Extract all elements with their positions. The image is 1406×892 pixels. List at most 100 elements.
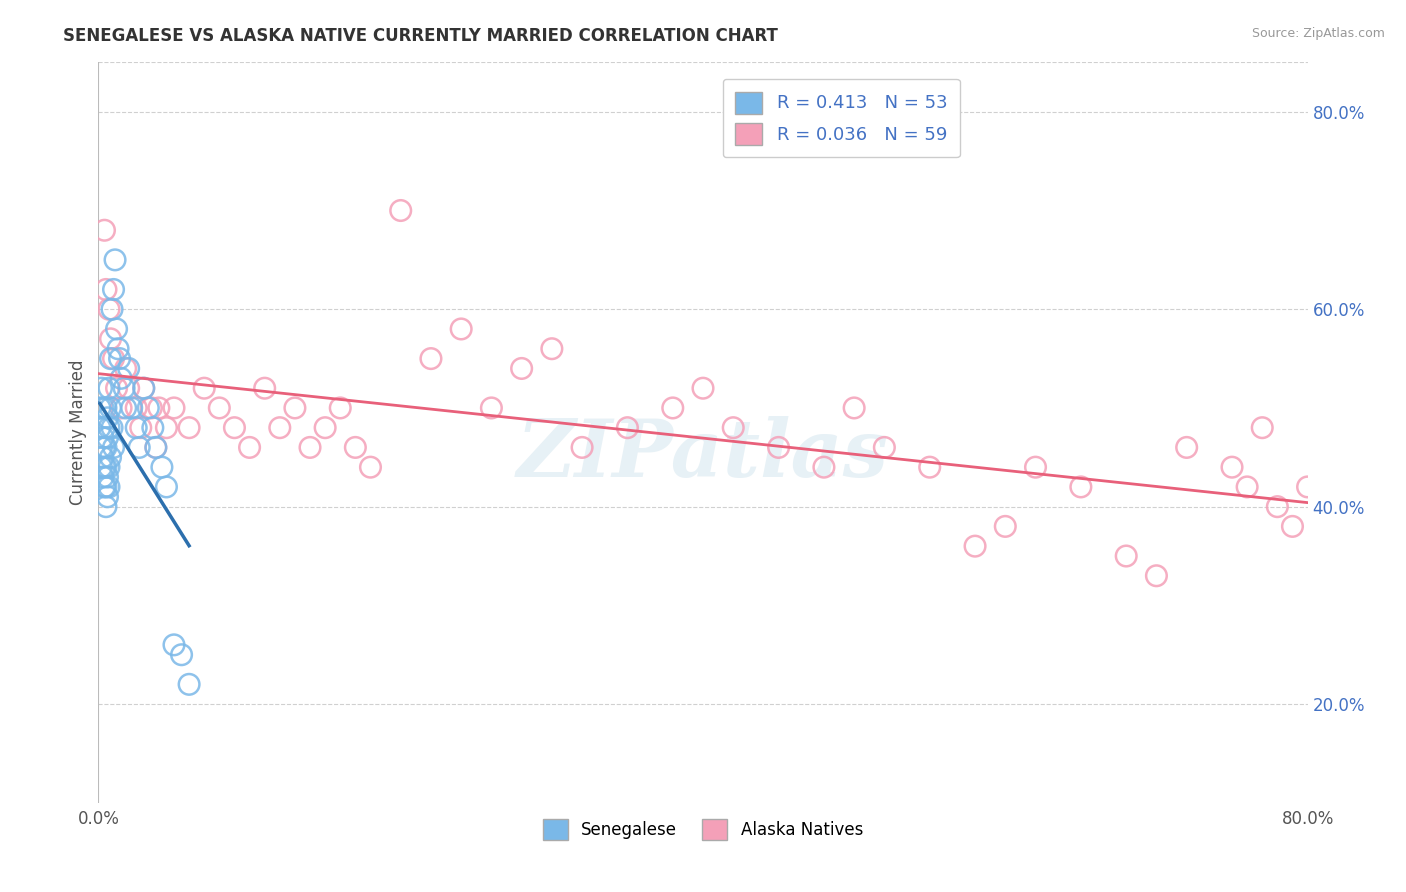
Point (125, 401, 148, 415)
Point (91, 470, 114, 484)
Point (103, 283, 125, 297)
Point (994, 519, 1017, 533)
Point (93, 480, 115, 494)
Point (90, 381, 112, 395)
Point (1070, 480, 1092, 494)
Point (100, 332, 122, 346)
Point (136, 401, 159, 415)
Text: ZIPatlas: ZIPatlas (517, 416, 889, 493)
Point (91, 431, 114, 445)
Point (148, 401, 170, 415)
Point (813, 460, 835, 475)
Point (299, 441, 322, 455)
Point (94, 283, 117, 297)
Point (114, 361, 136, 376)
Point (420, 351, 443, 366)
Point (481, 401, 503, 415)
Point (1024, 460, 1046, 475)
Point (163, 401, 186, 415)
Point (155, 420, 177, 434)
Point (692, 381, 714, 395)
Point (93, 223, 115, 237)
Point (155, 480, 177, 494)
Point (129, 420, 152, 434)
Point (661, 401, 683, 415)
Point (571, 441, 593, 455)
Point (132, 381, 155, 395)
Point (91, 450, 114, 465)
Point (269, 420, 291, 434)
Point (90, 460, 112, 475)
Point (94, 460, 117, 475)
Point (96, 431, 118, 445)
Point (94, 500, 117, 514)
Point (100, 450, 122, 465)
Point (90, 441, 112, 455)
Point (193, 381, 215, 395)
Point (150, 460, 173, 475)
Point (965, 539, 987, 553)
Point (1267, 500, 1289, 514)
Point (723, 420, 745, 434)
Point (510, 361, 533, 376)
Point (110, 401, 132, 415)
Point (844, 401, 866, 415)
Point (89, 420, 111, 434)
Point (314, 420, 336, 434)
Point (450, 322, 472, 336)
Point (1115, 549, 1137, 563)
Point (360, 460, 382, 475)
Point (98, 460, 121, 475)
Point (108, 351, 131, 366)
Point (141, 401, 163, 415)
Point (94, 441, 117, 455)
Point (329, 401, 352, 415)
Point (94, 480, 117, 494)
Text: Source: ZipAtlas.com: Source: ZipAtlas.com (1251, 27, 1385, 40)
Point (1144, 568, 1167, 582)
Point (145, 441, 167, 455)
Point (105, 322, 128, 336)
Point (112, 381, 135, 395)
Point (873, 441, 896, 455)
Point (616, 420, 638, 434)
Point (118, 361, 141, 376)
Point (179, 677, 201, 691)
Point (94, 401, 117, 415)
Point (110, 371, 132, 385)
Point (145, 441, 167, 455)
Text: SENEGALESE VS ALASKA NATIVE CURRENTLY MARRIED CORRELATION CHART: SENEGALESE VS ALASKA NATIVE CURRENTLY MA… (63, 27, 778, 45)
Point (142, 420, 165, 434)
Legend: Senegalese, Alaska Natives: Senegalese, Alaska Natives (536, 813, 870, 847)
Point (93, 441, 115, 455)
Point (98, 381, 121, 395)
Point (125, 420, 148, 434)
Point (1220, 460, 1243, 475)
Point (91, 401, 114, 415)
Point (768, 441, 790, 455)
Y-axis label: Currently Married: Currently Married (69, 359, 87, 506)
Point (284, 401, 307, 415)
Point (96, 470, 118, 484)
Point (103, 441, 125, 455)
Point (93, 420, 115, 434)
Point (1251, 420, 1274, 434)
Point (1296, 480, 1319, 494)
Point (96, 490, 118, 504)
Point (163, 638, 186, 652)
Point (344, 441, 367, 455)
Point (105, 381, 128, 395)
Point (101, 302, 124, 317)
Point (118, 381, 141, 395)
Point (389, 203, 412, 218)
Point (114, 401, 136, 415)
Point (98, 480, 121, 494)
Point (208, 401, 231, 415)
Point (93, 460, 115, 475)
Point (104, 252, 127, 267)
Point (132, 381, 155, 395)
Point (1175, 441, 1198, 455)
Point (121, 401, 143, 415)
Point (101, 420, 124, 434)
Point (1281, 519, 1303, 533)
